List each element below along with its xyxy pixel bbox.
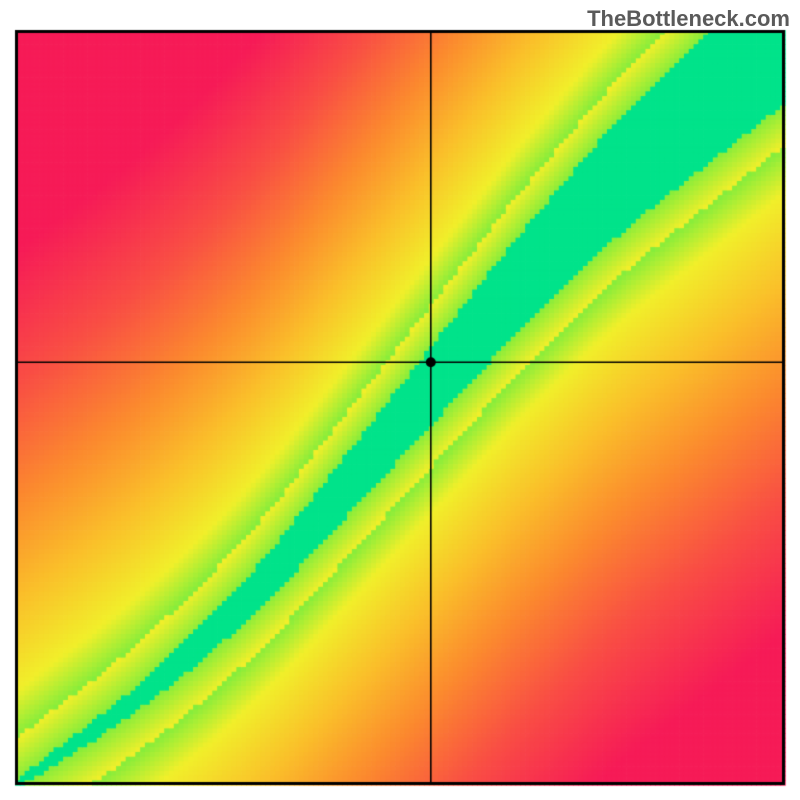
bottleneck-heatmap-canvas <box>0 0 800 800</box>
watermark-text: TheBottleneck.com <box>587 6 790 32</box>
chart-container: TheBottleneck.com <box>0 0 800 800</box>
